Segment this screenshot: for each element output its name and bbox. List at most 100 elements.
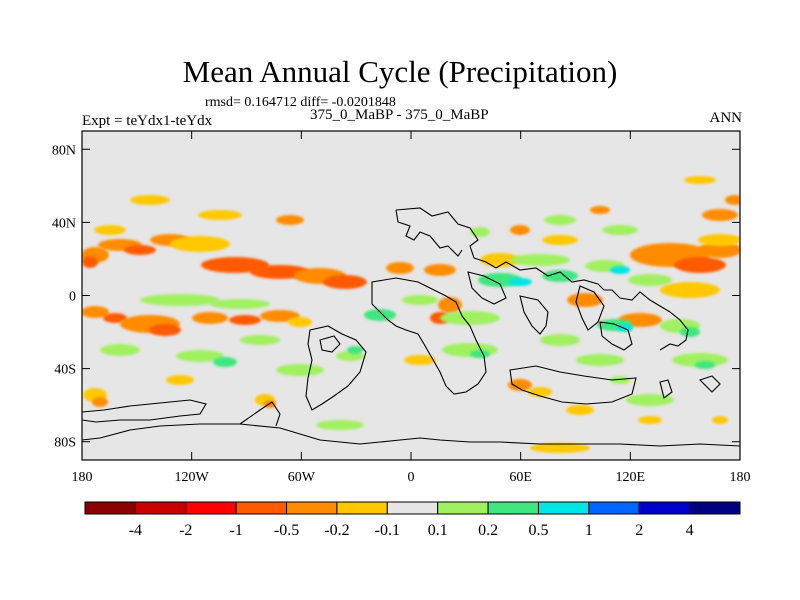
anomaly-patch <box>684 176 716 184</box>
anomaly-patch <box>530 443 590 453</box>
anomaly-patch <box>201 257 269 273</box>
anomaly-patch <box>386 262 414 274</box>
anomaly-patch <box>213 357 237 367</box>
anomaly-patch <box>276 215 304 225</box>
anomaly-patch <box>240 335 280 345</box>
anomaly-patch <box>140 294 220 306</box>
anomaly-patch <box>698 234 740 246</box>
coastline-asia-detail <box>395 209 463 257</box>
anomaly-patch <box>508 379 532 391</box>
colorbar-label: 4 <box>686 522 694 539</box>
anomaly-patch <box>192 312 228 324</box>
anomaly-patch <box>170 236 230 252</box>
colorbar-swatch <box>487 501 539 515</box>
coastline-maritime <box>599 321 633 351</box>
anomaly-patch <box>198 210 242 220</box>
coastline-new-zealand <box>659 379 673 399</box>
coastline-india <box>519 295 549 335</box>
anomaly-patch <box>404 355 436 365</box>
anomaly-patch <box>674 257 726 273</box>
x-tick-label: 180 <box>730 470 751 485</box>
anomaly-patch <box>323 275 367 289</box>
coastline-southeast-asia <box>575 285 605 331</box>
colorbar-swatch <box>437 501 489 515</box>
anomaly-patch <box>510 225 530 235</box>
anomaly-patch <box>660 282 720 298</box>
x-tick-label: 120E <box>616 470 646 485</box>
anomaly-patch <box>712 416 728 424</box>
anomaly-patch <box>602 225 638 235</box>
x-tick-label: 180 <box>72 470 93 485</box>
stats-text: rmsd= 0.164712 diff= -0.0201848 <box>205 95 396 110</box>
colorbar-label: -0.5 <box>274 522 299 539</box>
colorbar-swatch <box>84 501 136 515</box>
anomaly-patch <box>695 361 715 369</box>
x-tick-label: 60E <box>509 470 532 485</box>
colorbar-label: 1 <box>585 522 593 539</box>
colorbar-swatch <box>134 501 187 515</box>
anomaly-patch <box>510 254 570 266</box>
anomaly-patch <box>567 293 603 307</box>
anomaly-patch <box>103 313 127 323</box>
anomaly-patch <box>347 346 363 354</box>
y-tick-label: 80S <box>54 436 76 451</box>
anomaly-patch <box>210 299 270 309</box>
anomaly-patch <box>82 256 98 268</box>
experiment-label: Expt = teYdx1-teYdx <box>82 113 213 129</box>
anomaly-patch <box>130 195 170 205</box>
coastline-antarctic-peninsula <box>239 401 281 427</box>
y-tick-label: 0 <box>69 290 76 305</box>
coastline-greenland <box>698 375 721 393</box>
colorbar-swatch <box>537 501 590 515</box>
anomaly-patch <box>124 245 156 255</box>
coastline-australia <box>509 365 637 405</box>
anomaly-patch <box>470 350 490 358</box>
anomaly-patch <box>540 334 580 346</box>
anomaly-field <box>82 176 740 453</box>
colorbar-label: 0.1 <box>428 522 448 539</box>
colorbar-swatch <box>588 501 640 515</box>
anomaly-patch <box>264 400 276 408</box>
anomaly-patch <box>680 327 700 337</box>
anomaly-patch <box>508 278 532 286</box>
coastline-europe-asia <box>395 207 689 351</box>
colorbar-swatch <box>689 501 741 515</box>
anomaly-patch <box>82 306 109 318</box>
y-tick-label: 80N <box>52 143 76 158</box>
x-axis: 180 120W 60W 0 60E 120E 180 <box>72 131 751 485</box>
coastline-antarctica <box>82 423 740 447</box>
colorbar-label: -0.2 <box>324 522 349 539</box>
coastline-arabia <box>467 271 507 305</box>
anomaly-patch <box>402 295 438 305</box>
anomaly-patch <box>470 227 490 237</box>
anomaly-patch <box>638 416 662 424</box>
anomaly-patch <box>316 420 364 430</box>
chart-title: Mean Annual Cycle (Precipitation) <box>182 54 618 89</box>
colorbar-swatch <box>386 501 439 515</box>
anomaly-patch <box>610 376 630 384</box>
anomaly-patch <box>424 264 456 276</box>
anomaly-patch <box>576 354 624 366</box>
colorbar-swatch <box>235 501 288 515</box>
y-axis: 80N 40N 0 40S 80S <box>52 143 740 451</box>
colorbar-label: 2 <box>635 522 643 539</box>
anomaly-patch <box>92 397 108 407</box>
anomaly-patch <box>698 242 740 258</box>
colorbar-swatch <box>286 501 338 515</box>
anomaly-patch <box>590 206 610 214</box>
colorbar-label: -2 <box>179 522 192 539</box>
x-tick-label: 120W <box>175 470 210 485</box>
colorbar: -4 -2 -1 -0.5 -0.2 -0.1 0.1 0.2 0.5 1 2 4 <box>84 501 741 539</box>
anomaly-patch <box>725 195 740 205</box>
anomaly-patch <box>260 310 300 322</box>
anomaly-patch <box>440 311 500 325</box>
y-tick-label: 40N <box>52 216 76 231</box>
anomaly-patch <box>610 266 630 274</box>
coastline-south-america <box>305 325 367 411</box>
coastline-southern-islands <box>82 399 207 423</box>
anomaly-patch <box>438 297 462 313</box>
colorbar-label: 0.2 <box>478 522 498 539</box>
x-tick-label: 0 <box>408 470 415 485</box>
anomaly-patch <box>288 317 312 327</box>
